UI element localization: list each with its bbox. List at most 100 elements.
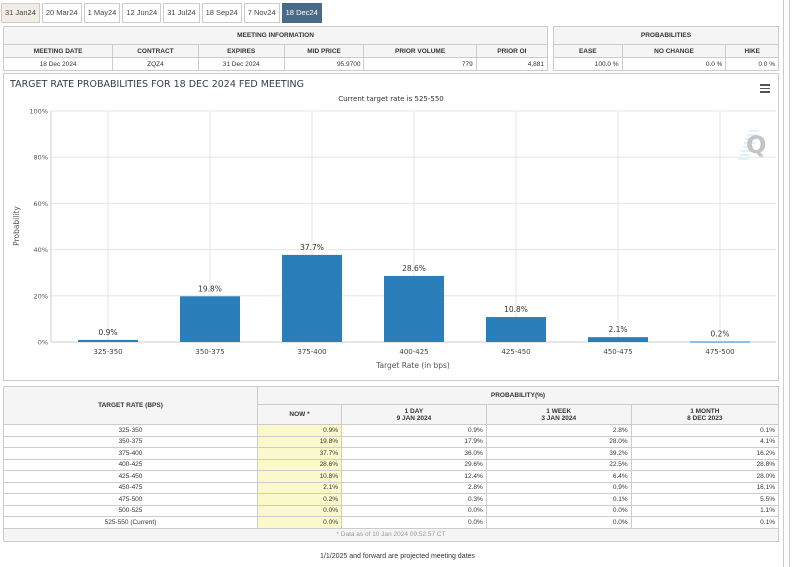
x-tick-label: 475-500: [705, 348, 734, 356]
tab-20-mar24[interactable]: 20 Mar24: [41, 3, 82, 23]
bar-450-475[interactable]: [588, 337, 648, 342]
probability-cell: 1.1%: [630, 504, 780, 517]
probability-cell: 16.1%: [630, 481, 780, 494]
bar-425-450[interactable]: [486, 317, 546, 342]
probability-cell: 0.9%: [257, 424, 342, 437]
meeting-tabs: 31 Jan24 20 Mar24 1 May24 12 Jun24 31 Jul24 1…: [0, 3, 322, 23]
chart-subtitle: Current target rate is 525-550: [338, 95, 444, 103]
tab-18-dec24[interactable]: 18 Dec24: [281, 3, 322, 23]
probability-cell: 0.3%: [341, 493, 487, 506]
mi-cols-cell: EXPIRES: [197, 44, 285, 58]
rate-header: TARGET RATE (BPS): [3, 386, 258, 425]
meeting-info-header: MEETING INFORMATION: [3, 26, 548, 45]
col-date: 9 JAN 2024: [396, 414, 432, 422]
bar-350-375[interactable]: [180, 296, 240, 342]
bar-data-label: 2.1%: [608, 325, 627, 334]
probability-cell: 0.0%: [485, 516, 632, 529]
tab-7-nov24[interactable]: 7 Nov24: [243, 3, 280, 23]
rate-cell: 525-550 (Current): [3, 516, 258, 529]
x-tick-label: 425-450: [501, 348, 530, 356]
probability-cell: 0.0%: [257, 516, 342, 529]
bar-375-400[interactable]: [282, 254, 342, 342]
probability-cell: 17.9%: [341, 435, 487, 448]
chart-menu-icon[interactable]: [760, 84, 770, 95]
bar-400-425[interactable]: [384, 275, 444, 342]
table-row: 450-475 2.1% 2.8% 0.9% 16.1%: [3, 481, 780, 494]
prob-col-header: 1 MONTH 8 DEC 2023: [630, 404, 780, 425]
x-tick-label: 400-425: [399, 348, 428, 356]
probability-cell: 0.0%: [341, 516, 487, 529]
target-rate-table: TARGET RATE (BPS) PROBABILITY(%) NOW * 1 …: [3, 386, 780, 542]
table-row: 425-450 10.8% 12.4% 6.4% 28.0%: [3, 470, 780, 483]
tab-18-sep24[interactable]: 18 Sep24: [201, 3, 242, 23]
probability-cell: 0.1%: [630, 424, 780, 437]
col-label: 1 DAY: [404, 407, 424, 415]
table-row: 525-550 (Current) 0.0% 0.0% 0.0% 0.1%: [3, 516, 780, 529]
bar-data-label: 19.8%: [198, 284, 222, 293]
scrollbar-track[interactable]: [783, 0, 784, 567]
probability-cell: 22.5%: [485, 458, 632, 471]
q-logo-letter: Q: [746, 131, 766, 159]
data-timestamp-note: * Data as of 10 Jan 2024 09:52:57 CT: [3, 527, 779, 542]
probability-cell: 0.9%: [341, 424, 487, 437]
mi-cols-cell: MEETING DATE: [2, 44, 114, 58]
rate-cell: 375-400: [3, 447, 258, 460]
y-tick-label: 80%: [34, 154, 48, 162]
rate-cell: 350-375: [3, 435, 258, 448]
mi-cols-cell: PRIOR VOLUME: [363, 44, 477, 58]
col-label: NOW *: [289, 411, 310, 418]
tab-31-jul24[interactable]: 31 Jul24: [163, 3, 200, 23]
col-date: 3 JAN 2024: [541, 414, 577, 422]
table-row: 325-350 0.9% 0.9% 2.8% 0.1%: [3, 424, 780, 437]
bar-475-500[interactable]: [690, 341, 750, 343]
mi-vals-cell: ZQZ4: [112, 57, 199, 71]
table-row: 400-425 28.6% 29.6% 22.5% 28.8%: [3, 458, 780, 471]
probability-cell: 0.0%: [485, 504, 632, 517]
bar-data-label: 37.7%: [300, 243, 324, 252]
probability-cell: 29.6%: [341, 458, 487, 471]
q-logo-icon: [738, 130, 760, 160]
p-vals-cell: 0.0 %: [725, 57, 779, 71]
probability-cell: 2.8%: [485, 424, 632, 437]
prob-col-header: NOW *: [257, 404, 342, 425]
probability-cell: 19.8%: [257, 435, 342, 448]
probability-cell: 16.2%: [630, 447, 780, 460]
x-tick-label: 375-400: [297, 348, 326, 356]
mi-vals-cell: 4,881: [475, 57, 549, 71]
y-tick-label: 60%: [34, 200, 48, 208]
table-row: 350-375 19.8% 17.9% 28.0% 4.1%: [3, 435, 780, 448]
rate-cell: 475-500: [3, 493, 258, 506]
p-vals-cell: 0.0 %: [621, 57, 727, 71]
rate-cell: 425-450: [3, 470, 258, 483]
meeting-info-table: MEETING INFORMATION MEETING DATE CONTRACT…: [2, 26, 549, 71]
probability-group-header: PROBABILITY(%): [257, 386, 779, 405]
scrollbar-edge: [789, 0, 790, 567]
bar-data-label: 10.8%: [504, 305, 528, 314]
mi-cols-cell: MID PRICE: [283, 44, 365, 58]
bar-325-350[interactable]: [78, 339, 138, 342]
mi-vals-cell: 31 Dec 2024: [197, 57, 285, 71]
probability-cell: 0.0%: [341, 504, 487, 517]
tab-12-jun24[interactable]: 12 Jun24: [122, 3, 162, 23]
mi-cols-cell: PRIOR OI: [475, 44, 549, 58]
table-row: 475-500 0.2% 0.3% 0.1% 5.5%: [3, 493, 780, 506]
x-tick-label: 450-475: [603, 348, 632, 356]
probability-cell: 0.0%: [257, 504, 342, 517]
table-row: 500-525 0.0% 0.0% 0.0% 1.1%: [3, 504, 780, 517]
bar-data-label: 28.6%: [402, 264, 426, 273]
probability-cell: 28.8%: [630, 458, 780, 471]
x-axis-label: Target Rate (in bps): [375, 361, 450, 370]
probability-cell: 37.7%: [257, 447, 342, 460]
probability-cell: 0.9%: [485, 481, 632, 494]
probability-cell: 0.1%: [485, 493, 632, 506]
probability-cell: 39.2%: [485, 447, 632, 460]
p-cols-cell: EASE: [553, 44, 623, 58]
tab-31-jan24[interactable]: 31 Jan24: [1, 3, 40, 23]
probability-cell: 28.0%: [485, 435, 632, 448]
col-label: 1 WEEK: [546, 407, 572, 415]
tab-1-may24[interactable]: 1 May24: [83, 3, 121, 23]
y-tick-label: 20%: [34, 292, 48, 300]
rate-cell: 400-425: [3, 458, 258, 471]
x-tick-label: 350-375: [195, 348, 224, 356]
probability-cell: 6.4%: [485, 470, 632, 483]
